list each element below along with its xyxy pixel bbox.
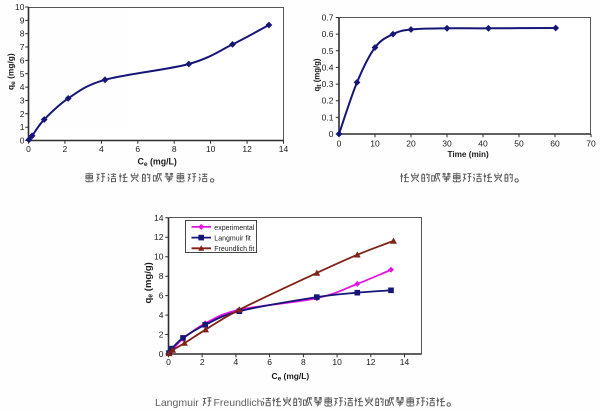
svg-text:qe (mg/g): qe (mg/g) — [6, 53, 17, 90]
svg-text:0: 0 — [20, 136, 25, 146]
svg-text:4: 4 — [20, 82, 25, 92]
svg-text:4: 4 — [99, 144, 104, 154]
svg-text:4: 4 — [159, 310, 164, 320]
svg-text:3: 3 — [20, 96, 25, 106]
svg-text:0.3: 0.3 — [322, 79, 334, 89]
svg-text:1: 1 — [20, 122, 25, 132]
svg-text:14: 14 — [154, 213, 164, 223]
svg-text:12: 12 — [154, 232, 164, 242]
svg-text:12: 12 — [242, 144, 252, 154]
svg-text:2: 2 — [20, 109, 25, 119]
svg-text:60: 60 — [550, 139, 560, 149]
svg-text:8: 8 — [20, 29, 25, 39]
svg-text:10: 10 — [206, 144, 216, 154]
svg-text:14: 14 — [279, 144, 289, 154]
svg-text:0.5: 0.5 — [322, 46, 334, 56]
svg-text:0: 0 — [26, 144, 31, 154]
svg-text:Time (min): Time (min) — [448, 150, 490, 159]
svg-text:6: 6 — [267, 357, 272, 367]
svg-text:experimental: experimental — [214, 225, 255, 232]
svg-text:0.4: 0.4 — [322, 62, 334, 72]
svg-text:40: 40 — [478, 139, 488, 149]
svg-text:20: 20 — [406, 139, 416, 149]
svg-text:10: 10 — [154, 252, 164, 262]
svg-text:70: 70 — [586, 139, 596, 149]
svg-text:12: 12 — [366, 357, 376, 367]
svg-text:2: 2 — [200, 357, 205, 367]
svg-text:qt (mg/g): qt (mg/g) — [313, 58, 323, 91]
svg-text:Ce (mg/L): Ce (mg/L) — [138, 157, 177, 168]
svg-text:Langmuir: Langmuir — [155, 397, 199, 409]
svg-text:0.6: 0.6 — [322, 29, 334, 39]
svg-text:0.7: 0.7 — [322, 13, 334, 23]
svg-text:30: 30 — [442, 139, 452, 149]
svg-text:0: 0 — [166, 357, 171, 367]
svg-text:8: 8 — [172, 144, 177, 154]
svg-text:6: 6 — [20, 55, 25, 65]
svg-text:10: 10 — [332, 357, 342, 367]
svg-text:2: 2 — [63, 144, 68, 154]
svg-text:2: 2 — [159, 330, 164, 340]
svg-text:Freundlich: Freundlich — [214, 397, 263, 409]
svg-text:5: 5 — [20, 69, 25, 79]
svg-text:10: 10 — [15, 2, 25, 12]
svg-text:qe (mg/g): qe (mg/g) — [143, 262, 154, 303]
svg-text:7: 7 — [20, 42, 25, 52]
svg-text:9: 9 — [20, 15, 25, 25]
svg-text:14: 14 — [400, 357, 410, 367]
svg-text:50: 50 — [514, 139, 524, 149]
svg-text:0.1: 0.1 — [322, 112, 334, 122]
svg-text:Freundlich fit: Freundlich fit — [214, 246, 254, 253]
svg-text:0: 0 — [159, 349, 164, 359]
svg-text:0.2: 0.2 — [322, 96, 334, 106]
svg-text:6: 6 — [135, 144, 140, 154]
svg-text:10: 10 — [370, 139, 380, 149]
svg-text:8: 8 — [301, 357, 306, 367]
svg-text:0: 0 — [329, 129, 334, 139]
svg-text:4: 4 — [234, 357, 239, 367]
svg-text:0: 0 — [337, 139, 342, 149]
svg-text:Langmuir fit: Langmuir fit — [214, 236, 251, 243]
svg-text:Ce (mg/L): Ce (mg/L) — [272, 371, 310, 382]
svg-text:8: 8 — [159, 271, 164, 281]
svg-text:6: 6 — [159, 291, 164, 301]
